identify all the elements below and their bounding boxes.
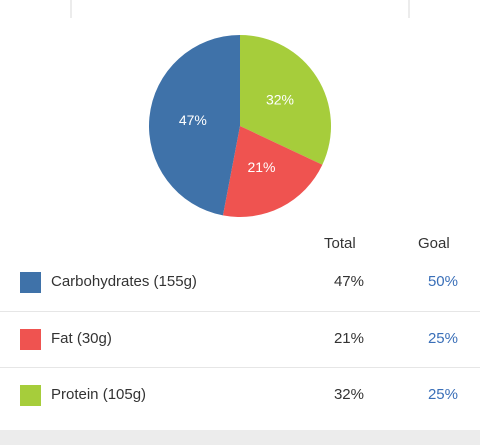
row-label: Protein (105g) — [51, 386, 147, 403]
row-total: 32% — [333, 386, 364, 403]
pie-chart: 32% 21% 47% — [0, 18, 480, 228]
table-row-carbohydrates: Carbohydrates (155g) 47% 50% — [0, 255, 480, 311]
top-strip-cell — [0, 0, 70, 18]
total-column-header: Total — [324, 235, 356, 252]
pie-slice-fat — [222, 126, 323, 217]
pie-label-fat: 21% — [247, 159, 275, 175]
table-row-protein: Protein (105g) 32% 25% — [0, 367, 480, 424]
row-goal[interactable]: 25% — [427, 386, 458, 403]
pie-slice-carbohydrates — [148, 35, 240, 216]
top-strip-cell — [410, 0, 480, 18]
carbohydrates-color-swatch — [20, 272, 41, 293]
pie-label-protein: 32% — [266, 91, 294, 107]
bottom-strip — [0, 430, 480, 445]
row-label: Fat (30g) — [51, 330, 112, 347]
row-goal[interactable]: 25% — [427, 330, 458, 347]
table-row-fat: Fat (30g) 21% 25% — [0, 311, 480, 368]
row-total: 21% — [333, 330, 364, 347]
top-strip — [0, 0, 480, 18]
protein-color-swatch — [20, 385, 41, 406]
pie-label-carbohydrates: 47% — [179, 112, 207, 128]
row-goal[interactable]: 50% — [427, 273, 458, 290]
row-total: 47% — [333, 273, 364, 290]
fat-color-swatch — [20, 329, 41, 350]
goal-column-header: Goal — [418, 235, 450, 252]
macros-card: 32% 21% 47% Total Goal Carbohydrates (155g… — [0, 18, 480, 430]
top-strip-cell — [72, 0, 408, 18]
pie-slice-protein — [240, 35, 331, 165]
row-label: Carbohydrates (155g) — [51, 273, 197, 290]
pie-svg: 32% 21% 47% — [148, 35, 331, 217]
